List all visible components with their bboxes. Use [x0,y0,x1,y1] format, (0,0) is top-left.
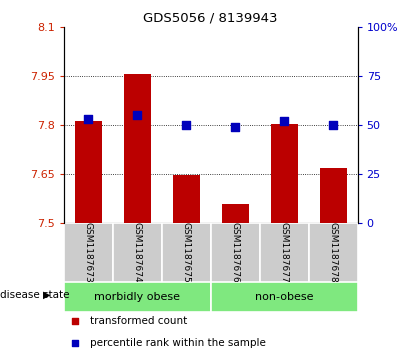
Text: GSM1187674: GSM1187674 [133,222,142,283]
Bar [75,121,102,223]
Text: morbidly obese: morbidly obese [94,292,180,302]
Point [330,122,336,128]
Bar [173,175,200,223]
Point [134,113,141,118]
Text: disease state: disease state [0,290,69,300]
Bar [113,223,162,282]
Point [281,118,287,124]
Text: GSM1187673: GSM1187673 [84,222,93,283]
Bar [124,74,151,223]
Bar [222,204,249,223]
Bar [162,223,211,282]
Text: non-obese: non-obese [255,292,313,302]
Text: GSM1187676: GSM1187676 [231,222,240,283]
Text: GSM1187677: GSM1187677 [279,222,289,283]
Text: ▶: ▶ [43,290,50,300]
Bar [260,223,309,282]
Point [85,117,92,122]
Text: transformed count: transformed count [90,316,187,326]
Bar [64,223,113,282]
Bar [309,223,358,282]
Point [232,125,238,130]
Point [72,318,79,324]
Bar [270,124,298,223]
Bar [320,168,346,223]
Point [183,122,189,128]
Text: percentile rank within the sample: percentile rank within the sample [90,338,266,348]
Bar [64,282,210,312]
Bar [211,223,260,282]
Text: GSM1187675: GSM1187675 [182,222,191,283]
Title: GDS5056 / 8139943: GDS5056 / 8139943 [143,12,278,25]
Point [72,340,79,346]
Text: GSM1187678: GSM1187678 [328,222,337,283]
Bar [211,282,358,312]
